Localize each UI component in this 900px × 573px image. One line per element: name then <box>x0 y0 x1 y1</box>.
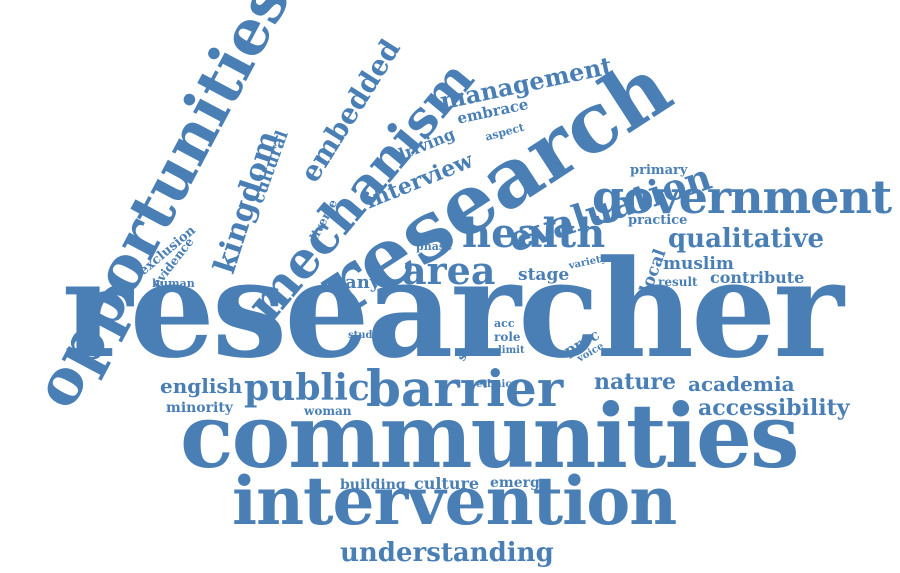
word-academia: academia <box>688 372 795 396</box>
word-building: building <box>340 477 406 493</box>
word-phase: phase <box>416 240 453 253</box>
word-acc: acc <box>494 317 515 330</box>
word-stage: stage <box>518 265 570 285</box>
word-understanding: understanding <box>340 538 554 568</box>
word-contribute: contribute <box>710 268 805 287</box>
word-human: human <box>152 277 195 290</box>
word-researcher: researcher <box>62 230 844 388</box>
word-health: health <box>462 210 606 257</box>
word-muslim: muslim <box>663 254 734 274</box>
word-public: public <box>244 367 370 409</box>
word-accessibility: accessibility <box>698 395 850 421</box>
word-area: area <box>402 248 496 293</box>
word-culture: culture <box>414 474 480 493</box>
word-woman: woman <box>304 404 352 418</box>
word-study: study <box>348 330 379 341</box>
word-role: role <box>494 330 521 344</box>
word-government: government <box>592 170 892 224</box>
word-primary: primary <box>630 163 688 178</box>
word-barrier: barrier <box>366 359 564 418</box>
word-english: english <box>160 374 243 398</box>
word-result: result <box>658 275 698 289</box>
word-communities: communities <box>180 384 800 488</box>
word-practice: practice <box>628 213 688 228</box>
word-nature: nature <box>594 369 676 395</box>
word-many: many <box>326 272 381 293</box>
word-limit: limit <box>498 345 525 356</box>
word-qualitative: qualitative <box>668 224 825 254</box>
word-emerge: emerge <box>490 475 549 491</box>
word-ethnic: ethnic <box>476 379 512 390</box>
word-intervention: intervention <box>232 462 677 540</box>
word-minority: minority <box>166 400 233 416</box>
